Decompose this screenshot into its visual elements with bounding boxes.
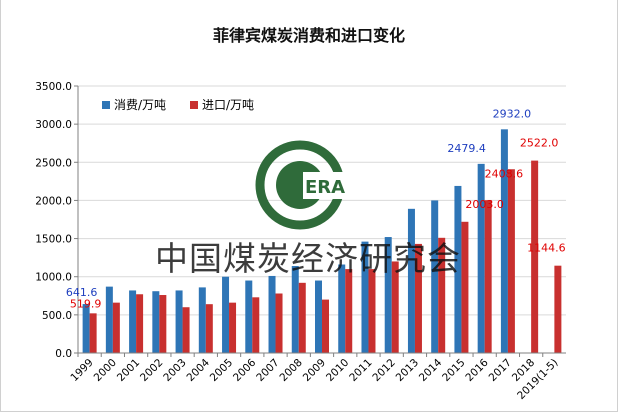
y-tick-label: 3500.0 [35,81,72,93]
watermark-text: 中国煤炭经济研究会 [155,239,461,278]
y-tick-label: 1000.0 [35,272,72,284]
x-tick-label: 2007 [254,357,281,384]
bar-series-0 [198,287,206,353]
bar-series-1 [322,299,329,353]
x-tick-label: 2011 [347,357,374,384]
data-label: 519.9 [70,297,102,310]
data-label: 2408.6 [485,167,524,180]
data-label: 2932.0 [493,107,532,120]
x-tick-label: 2009 [301,357,328,384]
bar-series-1 [554,265,562,353]
bar-series-0 [291,266,299,353]
chart-title: 菲律宾煤炭消费和进口变化 [213,26,405,45]
bar-series-1 [438,237,446,353]
data-label: 641.6 [66,286,98,299]
bar-series-1 [205,304,213,353]
bar-series-1 [229,302,237,353]
x-tick-label: 2012 [370,357,397,384]
bar-series-1 [112,302,120,353]
bar-series-0 [245,280,253,353]
x-tick-label: 2004 [185,356,213,384]
era-logo-text: ERA [305,177,345,198]
y-tick-label: 500.0 [42,310,72,322]
bar-series-1 [345,269,353,353]
bar-series-1 [275,293,283,353]
bar-series-0 [384,237,392,353]
bar-series-0 [500,129,508,353]
era-logo-gap [303,172,347,199]
legend-label-series-1: 进口/万吨 [202,98,254,112]
x-tick-label: 2003 [161,357,188,384]
x-tick-label: 2013 [394,357,421,384]
bar-series-1 [182,307,190,353]
data-label: 2479.4 [447,142,486,155]
x-tick-label: 2005 [208,357,235,384]
bar-series-0 [361,241,369,353]
legend-label-series-0: 消费/万吨 [114,98,166,112]
x-tick-label: 1999 [68,357,95,384]
y-tick-label: 3000.0 [35,119,72,131]
bar-series-0 [152,291,160,353]
bar-series-0 [431,200,439,353]
y-tick-label: 0.0 [55,348,72,360]
bar-series-0 [454,185,462,353]
x-tick-label: 2001 [115,357,142,384]
bar-series-1 [368,269,376,353]
bar-series-1 [252,297,260,353]
y-tick-label: 2500.0 [35,157,72,169]
bar-series-1 [298,282,306,353]
bar-series-0 [175,290,183,353]
bar-series-1 [89,313,97,353]
x-tick-label: 2017 [487,357,514,384]
legend-swatch-series-0 [102,101,110,109]
bar-series-0 [82,304,90,353]
bar-series-0 [268,275,276,353]
bar-series-1 [461,221,469,353]
bar-series-1 [531,160,539,353]
bar-series-1 [414,243,422,353]
era-logo: ERA [255,140,347,230]
x-tick-label: 2010 [324,357,351,384]
x-tick-label: 2002 [138,357,165,384]
legend-swatch-series-1 [190,101,198,109]
bar-series-0 [407,208,415,353]
bar-series-1 [484,200,492,353]
data-label: 1144.6 [527,242,566,255]
y-tick-label: 1500.0 [35,234,72,246]
x-tick-label: 2000 [92,357,119,384]
bar-series-0 [105,286,113,353]
y-tick-label: 2000.0 [35,195,72,207]
x-tick-label: 2014 [417,356,445,384]
x-tick-label: 2016 [463,356,491,384]
bar-series-0 [477,163,485,353]
x-tick-label: 2008 [277,357,304,384]
bar-series-1 [136,294,144,353]
bar-series-0 [222,276,230,353]
bar-series-0 [315,280,322,353]
data-label: 2003.0 [465,198,504,211]
bar-series-0 [338,264,346,353]
bar-series-1 [159,295,167,353]
x-tick-label: 2006 [231,356,259,384]
data-label: 2522.0 [520,137,559,150]
bar-series-1 [391,261,399,353]
x-tick-label: 2015 [440,357,467,384]
bar-series-0 [129,290,137,353]
bar-series-1 [507,169,515,353]
